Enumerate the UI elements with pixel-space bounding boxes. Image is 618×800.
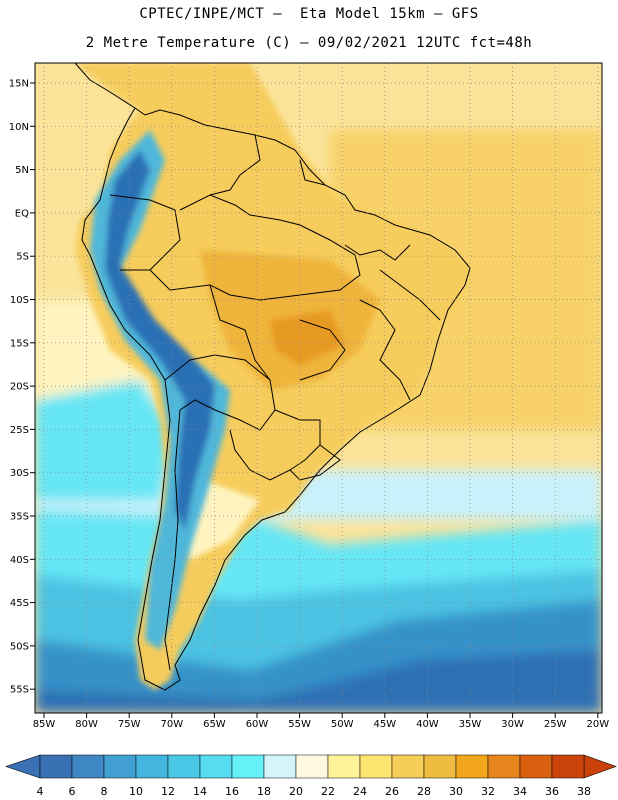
colorbar-under-arrow xyxy=(5,754,41,779)
longitude-axis: 85W 80W 75W 70W 65W 60W 55W 50W 45W 40W 35W 30W 25W 2… xyxy=(33,713,609,730)
lat-tick-label: 50S xyxy=(10,641,29,652)
lat-tick-label: 15S xyxy=(10,338,29,349)
chart-title-line-2: 2 Metre Temperature (C) – 09/02/2021 12U… xyxy=(85,35,533,51)
lon-tick-label: 75W xyxy=(118,719,141,730)
lat-tick-label: 10N xyxy=(9,122,29,133)
lon-tick-label: 80W xyxy=(75,719,98,730)
lat-tick-label: 5S xyxy=(16,252,29,263)
lat-tick-label: 30S xyxy=(10,468,29,479)
lat-tick-label: 10S xyxy=(10,295,29,306)
colorbar-over-arrow xyxy=(583,754,617,779)
colorbar: 4 6 8 10 12 14 16 18 20 22 24 26 28 30 32 34 36 38 xyxy=(5,754,617,798)
colorbar-swatch xyxy=(135,754,169,779)
border-line xyxy=(109,194,181,271)
border-line xyxy=(359,299,411,401)
lat-tick-label: 5N xyxy=(15,165,29,176)
lat-tick-label: 40S xyxy=(10,555,29,566)
colorbar-label: 10 xyxy=(129,785,143,798)
colorbar-swatch xyxy=(551,754,585,779)
border-line xyxy=(379,269,441,321)
colorbar-label: 14 xyxy=(193,785,207,798)
lat-tick-label: 25S xyxy=(10,425,29,436)
lon-tick-label: 25W xyxy=(544,719,567,730)
field-andes-outer xyxy=(90,130,230,650)
border-line xyxy=(149,194,361,301)
lon-tick-label: 50W xyxy=(331,719,354,730)
lat-tick-label: 55S xyxy=(10,685,29,696)
field-interior-very-hot xyxy=(270,310,345,365)
colorbar-label: 4 xyxy=(37,785,44,798)
field-south-deepest-band xyxy=(35,650,602,713)
lon-tick-label: 55W xyxy=(288,719,311,730)
border-line xyxy=(209,284,271,381)
colorbar-swatch xyxy=(263,754,297,779)
latitude-axis: 15N 10N 5N EQ 5S 10S 15S 20S 25S 30S 35S 40S 45S 50S 5… xyxy=(9,79,35,696)
colorbar-swatch xyxy=(455,754,489,779)
border-line xyxy=(164,409,181,671)
graticule xyxy=(35,63,602,713)
lon-tick-label: 20W xyxy=(586,719,609,730)
colorbar-swatch xyxy=(39,754,73,779)
colorbar-label: 22 xyxy=(321,785,335,798)
map-frame xyxy=(34,62,603,714)
temperature-field xyxy=(35,63,602,713)
lon-tick-label: 45W xyxy=(373,719,396,730)
border-line xyxy=(344,244,411,261)
lat-tick-label: 35S xyxy=(10,512,29,523)
colorbar-label: 36 xyxy=(545,785,559,798)
colorbar-label: 8 xyxy=(101,785,108,798)
field-pacific-cool-tongue xyxy=(35,380,175,500)
field-andes-core xyxy=(105,150,215,530)
lon-tick-label: 60W xyxy=(246,719,269,730)
lat-tick-label: 20S xyxy=(10,382,29,393)
colorbar-swatch xyxy=(519,754,553,779)
colorbar-label: 34 xyxy=(513,785,527,798)
colorbar-swatch xyxy=(359,754,393,779)
border-line xyxy=(209,134,261,196)
colorbar-swatch xyxy=(167,754,201,779)
colorbar-label: 16 xyxy=(225,785,239,798)
border-line xyxy=(229,409,321,481)
lat-tick-label: EQ xyxy=(15,208,29,219)
colorbar-swatch xyxy=(423,754,457,779)
colorbar-swatch xyxy=(487,754,521,779)
colorbar-swatch xyxy=(295,754,329,779)
colorbar-label: 30 xyxy=(449,785,463,798)
border-line xyxy=(289,444,341,481)
lon-tick-label: 65W xyxy=(203,719,226,730)
colorbar-label: 28 xyxy=(417,785,431,798)
chart-title-line-1: CPTEC/INPE/MCT – Eta Model 15km – GFS xyxy=(139,6,479,22)
colorbar-swatch xyxy=(103,754,137,779)
colorbar-label: 24 xyxy=(353,785,367,798)
lon-tick-label: 70W xyxy=(160,719,183,730)
lon-tick-label: 40W xyxy=(416,719,439,730)
colorbar-label: 18 xyxy=(257,785,271,798)
border-line xyxy=(299,159,326,186)
lon-tick-label: 85W xyxy=(33,719,56,730)
country-borders xyxy=(74,63,471,691)
lat-tick-label: 15N xyxy=(9,79,29,90)
colorbar-swatch xyxy=(231,754,265,779)
colorbar-swatch xyxy=(199,754,233,779)
colorbar-label: 32 xyxy=(481,785,495,798)
lon-tick-label: 30W xyxy=(501,719,524,730)
lat-tick-label: 45S xyxy=(10,598,29,609)
colorbar-label: 12 xyxy=(161,785,175,798)
coastline xyxy=(74,63,471,691)
colorbar-swatch xyxy=(71,754,105,779)
colorbar-swatch xyxy=(391,754,425,779)
colorbar-swatch xyxy=(327,754,361,779)
colorbar-label: 38 xyxy=(577,785,591,798)
border-line xyxy=(299,319,346,381)
lon-tick-label: 35W xyxy=(459,719,482,730)
colorbar-label: 20 xyxy=(289,785,303,798)
colorbar-label: 6 xyxy=(69,785,76,798)
colorbar-label: 26 xyxy=(385,785,399,798)
